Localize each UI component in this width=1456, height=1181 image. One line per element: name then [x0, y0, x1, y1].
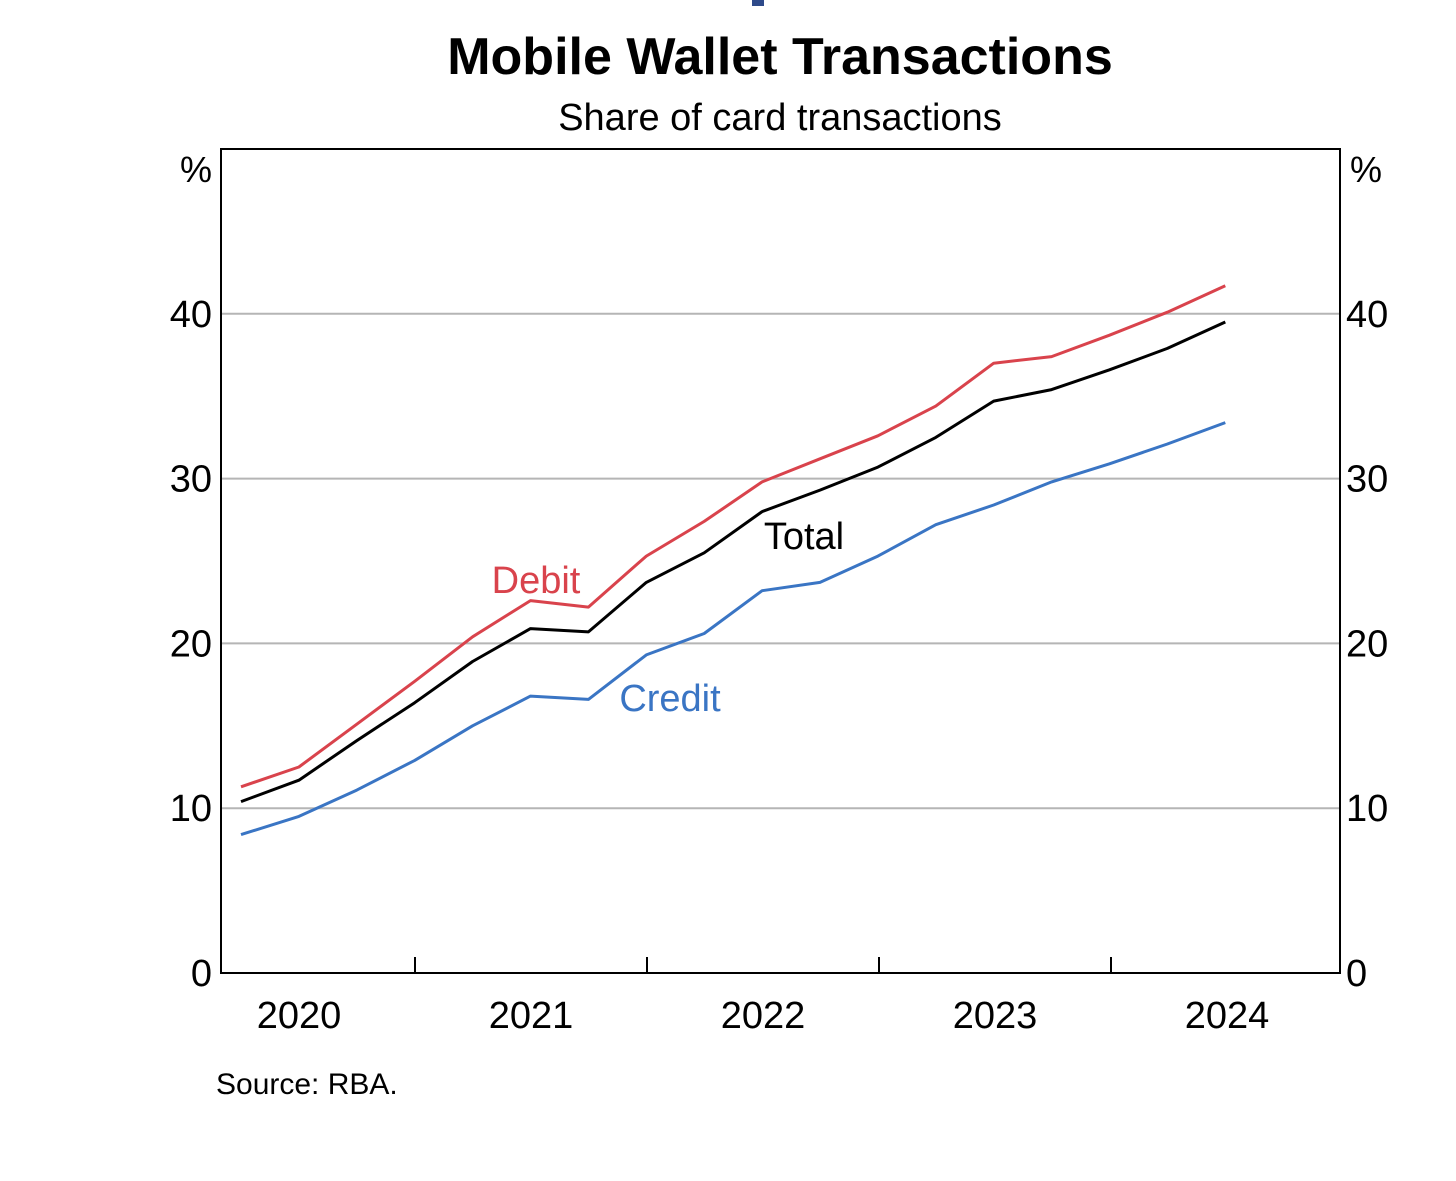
series-line-credit — [240, 421, 1226, 837]
y-tick-label-left: 40 — [170, 294, 212, 336]
x-tick-label-2021: 2021 — [489, 995, 574, 1037]
y-tick-label-left: 30 — [170, 459, 212, 501]
chart-title: Mobile Wallet Transactions — [447, 28, 1113, 86]
gridlines — [221, 312, 1340, 810]
series-label-total: Total — [764, 516, 844, 558]
series-labels: Debit Total Credit — [492, 516, 845, 720]
y-tick-label-right: 20 — [1346, 623, 1388, 665]
y-tick-label-right: 40 — [1346, 294, 1388, 336]
source-note: Source: RBA. — [216, 1068, 398, 1101]
y-unit-right: % — [1350, 149, 1382, 190]
x-tick-label-2022: 2022 — [721, 995, 806, 1037]
x-tick-label-2024: 2024 — [1185, 995, 1270, 1037]
series-lines — [240, 284, 1226, 837]
series-line-total — [240, 320, 1226, 804]
y-axis-right-ticks: 0 10 20 30 40 — [1346, 294, 1388, 995]
y-tick-label-left: 0 — [191, 953, 212, 995]
x-tick-label-2023: 2023 — [953, 995, 1038, 1037]
plot-frame — [220, 148, 1341, 974]
x-tick-label-2020: 2020 — [257, 995, 342, 1037]
y-tick-label-left: 20 — [170, 623, 212, 665]
series-line-debit — [240, 284, 1226, 789]
y-tick-label-right: 0 — [1346, 953, 1367, 995]
y-tick-label-right: 30 — [1346, 459, 1388, 501]
series-label-credit: Credit — [619, 678, 721, 720]
series-label-debit: Debit — [492, 560, 581, 602]
x-axis-ticks: 2020 2021 2022 2023 2024 — [257, 957, 1270, 1037]
header-accent-mark — [752, 0, 764, 6]
chart-subtitle: Share of card transactions — [558, 97, 1002, 139]
y-tick-label-right: 10 — [1346, 788, 1388, 830]
y-tick-label-left: 10 — [170, 788, 212, 830]
y-unit-left: % — [180, 149, 212, 190]
y-axis-left-ticks: 0 10 20 30 40 — [170, 294, 212, 995]
